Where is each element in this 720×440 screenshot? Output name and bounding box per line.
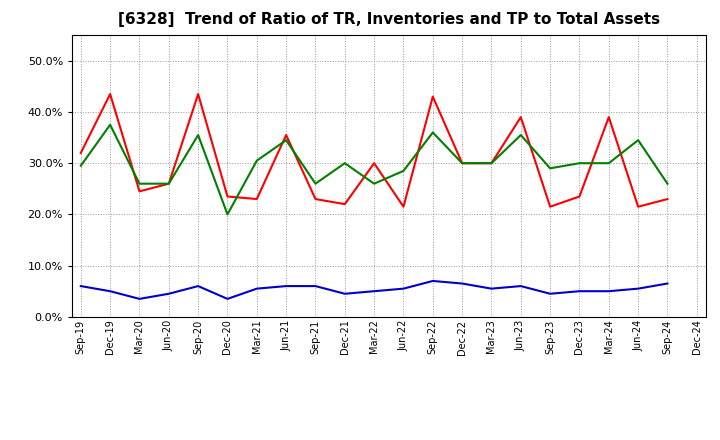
- Trade Payables: [370, 181, 379, 186]
- Inventories: [106, 289, 114, 294]
- Trade Payables: [106, 122, 114, 128]
- Trade Receivables: [311, 196, 320, 202]
- Inventories: [76, 283, 85, 289]
- Title: [6328]  Trend of Ratio of TR, Inventories and TP to Total Assets: [6328] Trend of Ratio of TR, Inventories…: [118, 12, 660, 27]
- Trade Receivables: [487, 161, 496, 166]
- Trade Receivables: [106, 92, 114, 97]
- Inventories: [253, 286, 261, 291]
- Trade Receivables: [575, 194, 584, 199]
- Trade Payables: [634, 138, 642, 143]
- Trade Payables: [164, 181, 173, 186]
- Inventories: [164, 291, 173, 297]
- Inventories: [370, 289, 379, 294]
- Trade Receivables: [370, 161, 379, 166]
- Trade Payables: [458, 161, 467, 166]
- Trade Receivables: [164, 181, 173, 186]
- Trade Receivables: [428, 94, 437, 99]
- Trade Payables: [575, 161, 584, 166]
- Trade Receivables: [76, 150, 85, 156]
- Inventories: [341, 291, 349, 297]
- Trade Payables: [76, 163, 85, 169]
- Inventories: [282, 283, 290, 289]
- Trade Payables: [282, 138, 290, 143]
- Inventories: [223, 296, 232, 301]
- Legend: Trade Receivables, Inventories, Trade Payables: Trade Receivables, Inventories, Trade Pa…: [164, 435, 613, 440]
- Trade Receivables: [458, 161, 467, 166]
- Trade Receivables: [546, 204, 554, 209]
- Inventories: [605, 289, 613, 294]
- Line: Inventories: Inventories: [81, 281, 667, 299]
- Line: Trade Payables: Trade Payables: [81, 125, 667, 214]
- Trade Receivables: [253, 196, 261, 202]
- Inventories: [634, 286, 642, 291]
- Trade Receivables: [282, 132, 290, 138]
- Trade Payables: [605, 161, 613, 166]
- Trade Receivables: [663, 196, 672, 202]
- Inventories: [399, 286, 408, 291]
- Trade Payables: [546, 166, 554, 171]
- Inventories: [458, 281, 467, 286]
- Trade Payables: [135, 181, 144, 186]
- Trade Receivables: [399, 204, 408, 209]
- Inventories: [575, 289, 584, 294]
- Trade Payables: [663, 181, 672, 186]
- Inventories: [546, 291, 554, 297]
- Trade Receivables: [605, 114, 613, 120]
- Inventories: [428, 279, 437, 284]
- Trade Payables: [311, 181, 320, 186]
- Trade Payables: [399, 168, 408, 173]
- Trade Payables: [253, 158, 261, 163]
- Trade Payables: [428, 130, 437, 135]
- Trade Receivables: [341, 202, 349, 207]
- Inventories: [663, 281, 672, 286]
- Trade Payables: [223, 212, 232, 217]
- Trade Payables: [487, 161, 496, 166]
- Trade Receivables: [634, 204, 642, 209]
- Inventories: [516, 283, 525, 289]
- Trade Payables: [194, 132, 202, 138]
- Trade Payables: [341, 161, 349, 166]
- Trade Receivables: [194, 92, 202, 97]
- Inventories: [311, 283, 320, 289]
- Inventories: [135, 296, 144, 301]
- Trade Receivables: [516, 114, 525, 120]
- Line: Trade Receivables: Trade Receivables: [81, 94, 667, 207]
- Trade Payables: [516, 132, 525, 138]
- Trade Receivables: [223, 194, 232, 199]
- Trade Receivables: [135, 189, 144, 194]
- Inventories: [194, 283, 202, 289]
- Inventories: [487, 286, 496, 291]
